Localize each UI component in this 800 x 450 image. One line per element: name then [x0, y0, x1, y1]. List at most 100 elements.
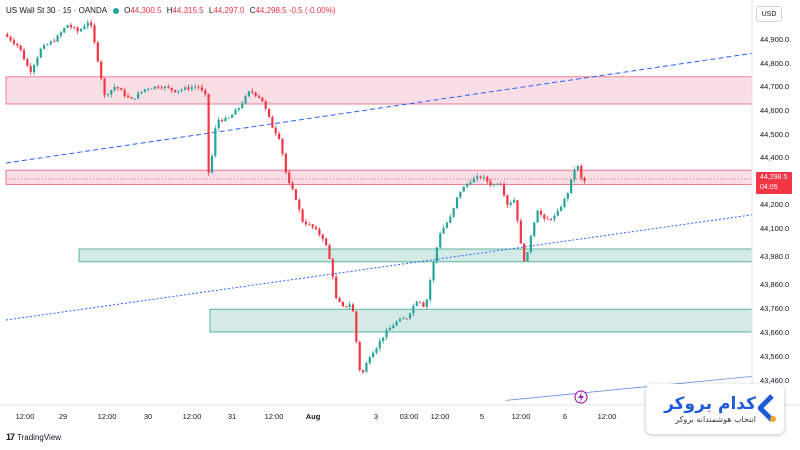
candle-body — [43, 45, 46, 49]
tradingview-logo[interactable]: 17 TradingView — [6, 432, 61, 442]
candle-body — [271, 116, 274, 128]
candle-body — [308, 224, 311, 226]
candle — [429, 278, 432, 303]
low-value: 44,297.0 — [213, 6, 245, 15]
candle-body — [76, 27, 79, 32]
resistance-zone — [5, 76, 753, 105]
candle-body — [194, 86, 197, 88]
candle — [523, 242, 526, 263]
candle-body — [533, 222, 536, 237]
candle — [103, 77, 106, 99]
candle-body — [563, 198, 566, 208]
symbol-legend: US Wall St 30 · 15 · OANDA O44,300.5 H44… — [6, 6, 336, 15]
candle — [489, 178, 492, 187]
candle-body — [281, 138, 284, 154]
price-tick-label: 44,900.0 — [760, 35, 789, 44]
candle — [345, 306, 348, 309]
time-axis[interactable]: 12:00 29 12:00 30 12:00 31 12:00 Aug 3 03:00 12:00… — [16, 412, 617, 421]
candle — [6, 32, 9, 38]
candle — [335, 273, 338, 300]
alert-marker[interactable] — [574, 390, 588, 404]
candle — [382, 337, 385, 344]
candle — [197, 85, 200, 90]
symbol-title[interactable]: US Wall St 30 · 15 · OANDA — [6, 6, 107, 15]
candle-body — [516, 200, 519, 221]
candle — [301, 208, 304, 223]
candle — [516, 200, 519, 224]
candle-body — [22, 50, 26, 60]
candle — [43, 43, 46, 50]
candle — [556, 207, 559, 217]
currency-button[interactable]: USD — [756, 6, 782, 22]
candle — [59, 31, 63, 39]
candle — [298, 198, 301, 213]
candle-body — [53, 41, 56, 43]
candle — [257, 94, 261, 100]
candle-body — [566, 193, 569, 199]
candle-body — [402, 318, 405, 320]
candle — [513, 197, 516, 204]
price-tick-label: 43,760.0 — [760, 304, 789, 313]
candle — [486, 175, 489, 185]
candle-body — [126, 95, 130, 98]
candle — [533, 221, 536, 238]
candle — [560, 204, 563, 212]
candle-body — [288, 172, 291, 184]
candle — [116, 86, 120, 91]
lightning-icon — [578, 392, 584, 402]
candle-body — [476, 176, 479, 179]
candle-body — [150, 88, 153, 90]
tradingview-logo-text: TradingView — [17, 432, 62, 442]
candle-body — [133, 98, 136, 100]
candle — [466, 182, 469, 189]
candle-body — [214, 128, 217, 156]
candle-body — [96, 42, 99, 62]
candle-body — [257, 95, 261, 98]
candle — [241, 100, 244, 109]
time-tick-label: 12:00 — [431, 412, 450, 421]
candle — [499, 182, 502, 186]
candle-body — [69, 25, 73, 28]
candle — [274, 125, 277, 137]
candle — [570, 179, 573, 195]
candle — [16, 42, 19, 48]
candle-body — [449, 216, 452, 223]
close-value: 44,298.5 — [255, 6, 287, 15]
candle — [392, 323, 395, 329]
candle-body — [398, 318, 402, 322]
candle-body — [304, 221, 308, 225]
candle — [321, 233, 324, 242]
candle-body — [100, 61, 103, 79]
candle — [190, 84, 193, 92]
candle — [583, 176, 586, 184]
price-tick-label: 43,860.0 — [760, 280, 789, 289]
candle — [147, 87, 150, 92]
candle-body — [56, 35, 59, 42]
candle-body — [29, 66, 32, 73]
candle — [529, 234, 532, 255]
candle-body — [210, 155, 214, 173]
candle-body — [523, 243, 526, 262]
candle-body — [6, 34, 9, 37]
candle-body — [502, 184, 506, 196]
candle-body — [435, 247, 438, 262]
candle-body — [513, 200, 516, 203]
candle — [278, 131, 281, 140]
candle — [291, 180, 294, 191]
candle-body — [83, 26, 86, 30]
candle — [388, 325, 391, 331]
candle-body — [46, 44, 49, 46]
candle-body — [261, 97, 264, 102]
candle — [502, 181, 506, 198]
candle-body — [445, 222, 449, 228]
candle-body — [452, 208, 455, 217]
candle-body — [173, 90, 177, 93]
candle-body — [412, 305, 415, 314]
candle — [83, 23, 86, 30]
candle — [90, 19, 93, 29]
candle — [402, 316, 405, 320]
candle — [39, 47, 42, 59]
candle — [264, 99, 267, 111]
candle-body — [66, 25, 69, 28]
